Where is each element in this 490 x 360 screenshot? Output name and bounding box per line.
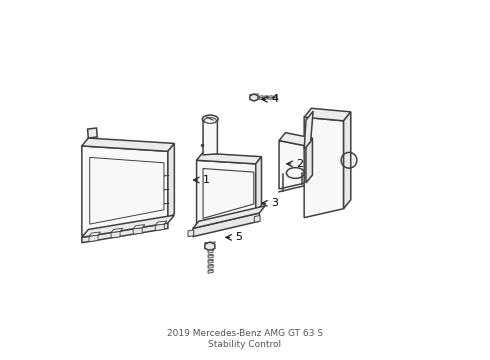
Polygon shape bbox=[133, 228, 142, 234]
Polygon shape bbox=[273, 96, 277, 99]
Text: 1: 1 bbox=[203, 175, 210, 185]
Polygon shape bbox=[193, 213, 259, 237]
Ellipse shape bbox=[202, 115, 218, 123]
Polygon shape bbox=[256, 157, 262, 212]
Polygon shape bbox=[82, 223, 168, 243]
Ellipse shape bbox=[204, 118, 216, 123]
Polygon shape bbox=[155, 221, 167, 225]
Polygon shape bbox=[269, 96, 272, 99]
Polygon shape bbox=[304, 117, 343, 218]
Text: 4: 4 bbox=[271, 94, 278, 104]
Text: 5: 5 bbox=[235, 232, 243, 242]
Polygon shape bbox=[250, 94, 258, 101]
Polygon shape bbox=[196, 160, 256, 226]
Polygon shape bbox=[89, 232, 100, 236]
Polygon shape bbox=[168, 143, 174, 221]
Polygon shape bbox=[264, 96, 268, 99]
Polygon shape bbox=[279, 140, 306, 189]
Polygon shape bbox=[82, 146, 168, 235]
Polygon shape bbox=[193, 206, 265, 228]
Polygon shape bbox=[208, 249, 213, 253]
Polygon shape bbox=[279, 133, 313, 146]
Polygon shape bbox=[208, 269, 213, 273]
Polygon shape bbox=[111, 231, 120, 238]
Polygon shape bbox=[306, 138, 313, 183]
Polygon shape bbox=[254, 216, 260, 222]
Polygon shape bbox=[88, 128, 97, 138]
Polygon shape bbox=[82, 138, 174, 151]
Polygon shape bbox=[205, 242, 215, 251]
Polygon shape bbox=[89, 235, 98, 242]
Polygon shape bbox=[203, 168, 254, 219]
Polygon shape bbox=[111, 228, 122, 233]
Polygon shape bbox=[196, 153, 262, 164]
Text: 2019 Mercedes-Benz AMG GT 63 S
Stability Control: 2019 Mercedes-Benz AMG GT 63 S Stability… bbox=[167, 329, 323, 348]
Polygon shape bbox=[208, 264, 213, 268]
Polygon shape bbox=[208, 254, 213, 258]
Text: 2: 2 bbox=[296, 159, 303, 169]
Polygon shape bbox=[133, 225, 145, 229]
Text: 3: 3 bbox=[271, 198, 278, 208]
Polygon shape bbox=[155, 224, 164, 230]
Polygon shape bbox=[343, 112, 351, 209]
Polygon shape bbox=[208, 259, 213, 263]
Polygon shape bbox=[259, 96, 263, 99]
Polygon shape bbox=[90, 157, 164, 224]
Polygon shape bbox=[203, 119, 218, 155]
Polygon shape bbox=[304, 111, 313, 149]
Polygon shape bbox=[188, 230, 194, 237]
Polygon shape bbox=[82, 215, 174, 237]
Polygon shape bbox=[304, 108, 351, 121]
